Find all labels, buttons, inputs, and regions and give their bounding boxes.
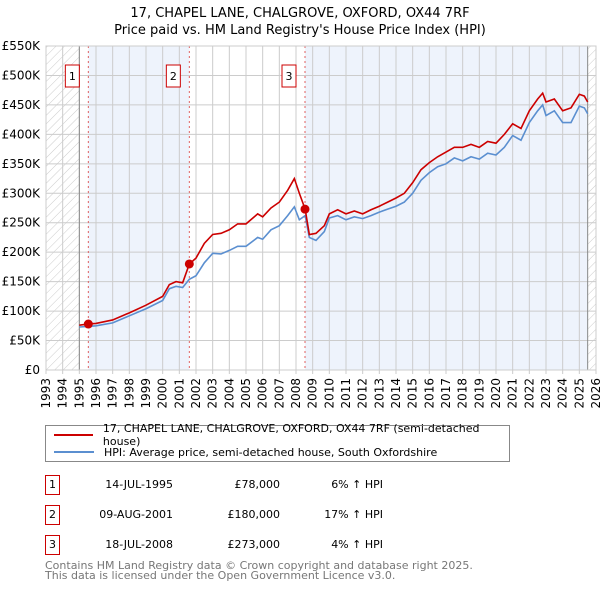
x-tick-label: 1994 — [56, 378, 70, 409]
y-tick-label: £500K — [2, 68, 42, 82]
x-tick-label: 2006 — [256, 378, 270, 409]
footer-line: Contains HM Land Registry data © Crown c… — [45, 559, 473, 572]
hatched-region — [587, 46, 596, 370]
legend-property-label: 17, CHAPEL LANE, CHALGROVE, OXFORD, OX44… — [102, 422, 480, 448]
transaction-row: 3 18-JUL-2008 £273,000 4% ↑ HPI — [45, 535, 545, 555]
x-tick-label: 2004 — [222, 378, 236, 409]
title-line: 17, CHAPEL LANE, CHALGROVE, OXFORD, OX44… — [130, 6, 470, 21]
x-tick-label: 2019 — [472, 378, 486, 409]
x-tick-label: 2002 — [189, 378, 203, 409]
transaction-row: 2 09-AUG-2001 £180,000 17% ↑ HPI — [45, 505, 545, 525]
hpi-diff: 6% ↑ HPI — [331, 478, 383, 491]
x-tick-label: 2009 — [306, 378, 320, 409]
marker-badge: 3 — [45, 535, 60, 555]
x-tick-label: 2005 — [239, 378, 253, 409]
x-tick-label: 2007 — [272, 378, 286, 409]
legend-red-line — [54, 434, 93, 436]
date: 14-JUL-1995 — [105, 478, 173, 491]
legend-hpi-label: HPI: Average price, semi-detached house,… — [104, 445, 438, 459]
sale-label: 1 — [69, 70, 76, 83]
marker-badge: 2 — [45, 505, 60, 525]
y-tick-label: £100K — [2, 304, 42, 318]
x-tick-label: 1995 — [72, 378, 86, 409]
y-tick-label: £50K — [9, 334, 41, 348]
date: 09-AUG-2001 — [99, 508, 173, 521]
x-tick-label: 2017 — [439, 378, 453, 409]
chart-title: 17, CHAPEL LANE, CHALGROVE, OXFORD, OX44… — [0, 5, 600, 39]
x-tick-label: 2010 — [322, 378, 336, 409]
y-tick-label: £550K — [2, 39, 42, 53]
y-tick-label: £250K — [2, 216, 42, 230]
hpi-diff: 4% ↑ HPI — [331, 538, 383, 551]
x-tick-label: 2008 — [289, 378, 303, 409]
sale-label: 2 — [170, 70, 177, 83]
hpi-line — [79, 103, 589, 328]
sale-point — [83, 319, 93, 329]
legend: 17, CHAPEL LANE, CHALGROVE, OXFORD, OX44… — [45, 422, 510, 462]
x-tick-label: 1998 — [122, 378, 136, 409]
subtitle-line: Price paid vs. HM Land Registry's House … — [114, 23, 486, 38]
marker-badge: 1 — [45, 475, 60, 495]
sale-label-box — [281, 64, 297, 88]
sale-label-box — [165, 64, 181, 88]
y-tick-label: £450K — [2, 98, 42, 112]
y-tick-label: £350K — [2, 157, 42, 171]
x-tick-label: 2021 — [506, 378, 520, 409]
y-tick-label: £0 — [25, 363, 40, 377]
price: £273,000 — [227, 538, 281, 551]
x-tick-label: 2000 — [156, 378, 170, 409]
price: £180,000 — [227, 508, 281, 521]
x-tick-label: 2001 — [172, 378, 186, 409]
x-tick-label: 2013 — [372, 378, 386, 409]
x-tick-label: 2018 — [456, 378, 470, 409]
ownership-band — [88, 46, 190, 370]
x-tick-label: 2022 — [522, 378, 536, 409]
x-tick-label: 2026 — [589, 378, 600, 409]
x-tick-label: 2011 — [339, 378, 353, 409]
sale-label-box — [64, 64, 80, 88]
x-tick-label: 2014 — [389, 378, 403, 409]
y-tick-label: £400K — [2, 127, 42, 141]
x-tick-label: 2003 — [206, 378, 220, 409]
x-tick-label: 2015 — [406, 378, 420, 409]
legend-blue-line — [54, 451, 94, 453]
x-tick-label: 2025 — [572, 378, 586, 409]
legend-hpi: HPI: Average price, semi-detached house,… — [54, 444, 437, 460]
x-tick-label: 2024 — [556, 378, 570, 409]
price-chart: 1993 1994 1995 1996 1997 1998 1999 2000 2001 2002… — [2, 39, 600, 409]
transaction-row: 1 14-JUL-1995 £78,000 6% ↑ HPI — [45, 475, 545, 495]
y-tick-label: £200K — [2, 245, 42, 259]
plot-frame — [45, 45, 597, 371]
x-tick-label: 1996 — [89, 378, 103, 409]
x-tick-label: 1997 — [106, 378, 120, 409]
x-tick-label: 2012 — [356, 378, 370, 409]
sale-label: 3 — [286, 70, 293, 83]
x-tick-label: 2023 — [539, 378, 553, 409]
x-tick-label: 1993 — [39, 378, 53, 409]
footer-line: This data is licensed under the Open Gov… — [45, 569, 396, 582]
footer: Contains HM Land Registry data © Crown c… — [45, 559, 473, 582]
price: £78,000 — [234, 478, 281, 491]
y-tick-label: £300K — [2, 186, 42, 200]
sale-point — [184, 259, 194, 269]
legend-property: 17, CHAPEL LANE, CHALGROVE, OXFORD, OX44… — [54, 422, 509, 448]
x-tick-label: 2020 — [489, 378, 503, 409]
sale-point — [300, 204, 310, 214]
x-tick-label: 1999 — [139, 378, 153, 409]
hpi-diff: 17% ↑ HPI — [324, 508, 383, 521]
x-tick-label: 2016 — [422, 378, 436, 409]
date: 18-JUL-2008 — [105, 538, 173, 551]
y-tick-label: £150K — [2, 275, 42, 289]
